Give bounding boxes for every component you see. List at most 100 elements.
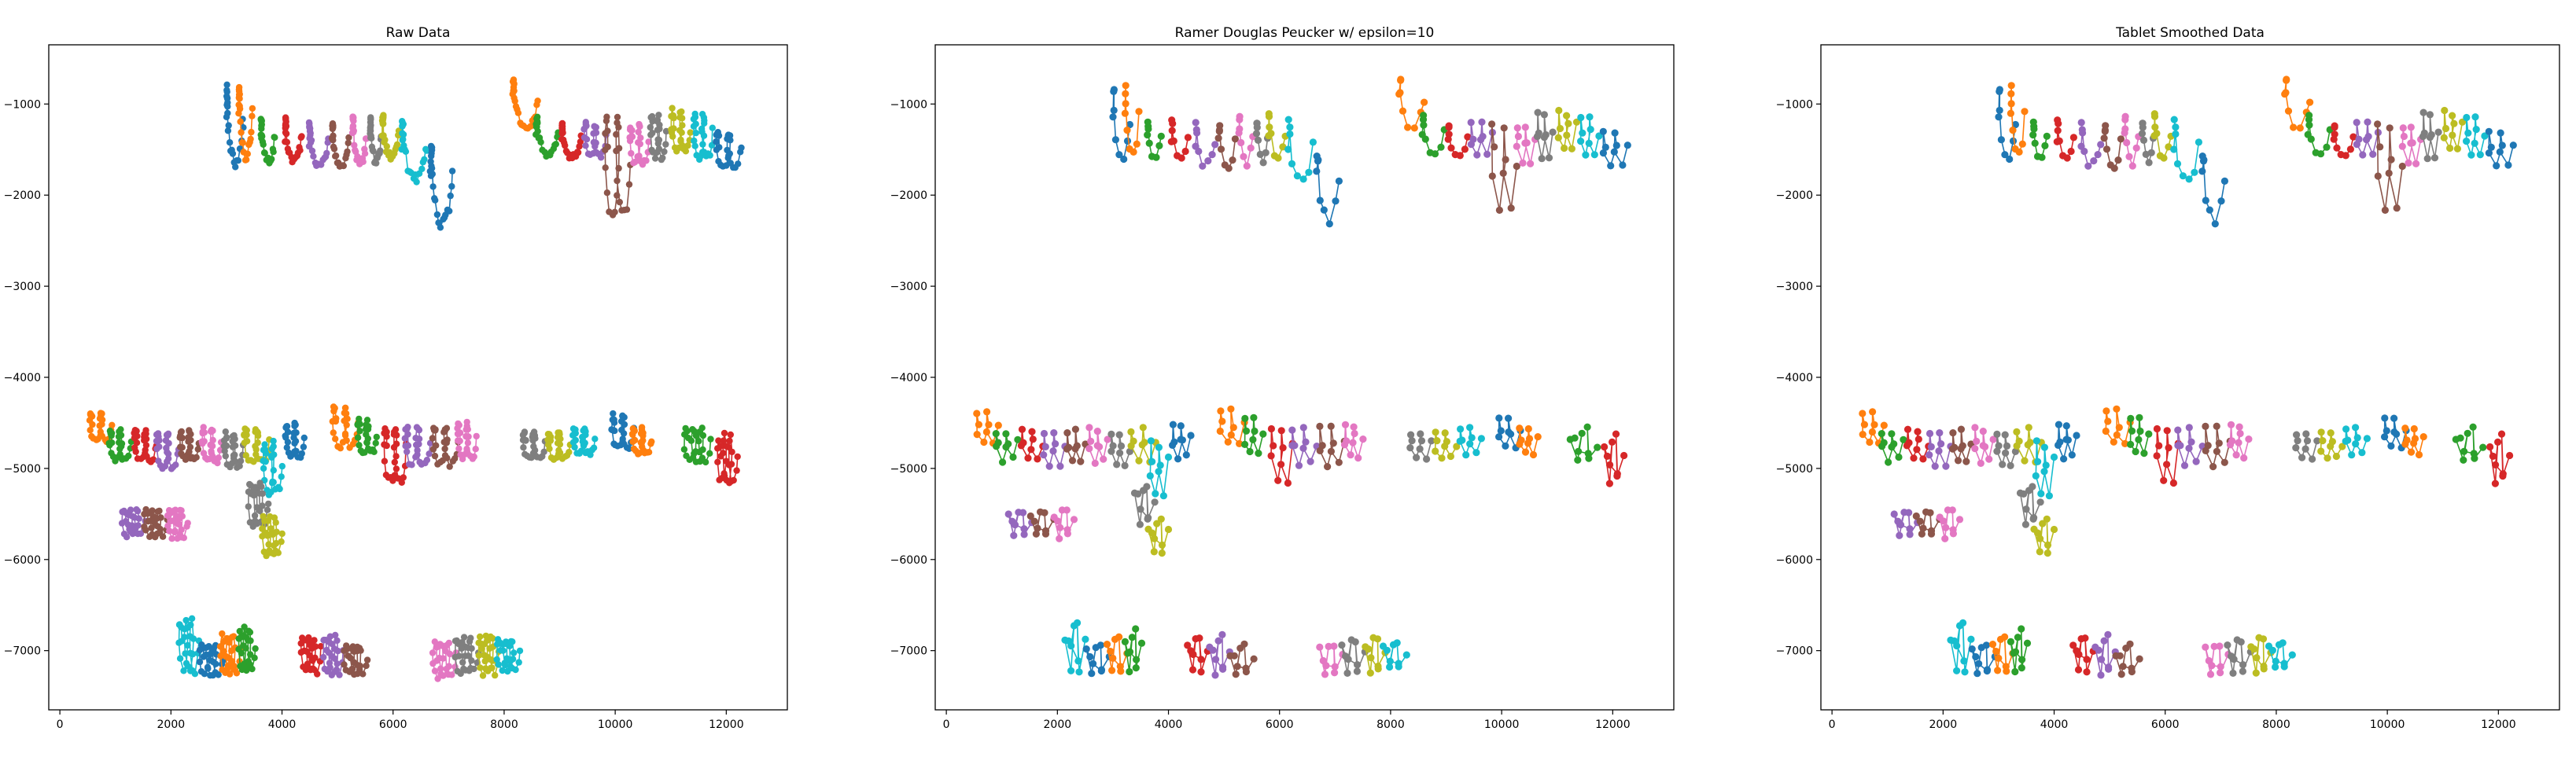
stroke-series — [2150, 110, 2175, 162]
x-tick-label: 8000 — [1376, 718, 1405, 731]
stroke-point — [1212, 656, 1220, 663]
stroke-point — [2174, 442, 2182, 450]
stroke-point — [345, 139, 352, 147]
stroke-point — [1453, 443, 1461, 450]
stroke-point — [534, 119, 541, 127]
stroke-point — [464, 439, 472, 446]
stroke-point — [1214, 134, 1222, 142]
y-tick-label: −3000 — [890, 281, 927, 293]
stroke-point — [2043, 132, 2051, 140]
stroke-point — [1997, 136, 2005, 144]
stroke-point — [540, 448, 547, 455]
stroke-point — [654, 118, 661, 125]
stroke-point — [1299, 424, 1307, 432]
stroke-series — [992, 430, 1022, 466]
stroke-point — [2069, 134, 2077, 141]
stroke-point — [429, 183, 437, 190]
stroke-point — [1063, 506, 1071, 514]
stroke-point — [2074, 666, 2083, 674]
stroke-point — [2426, 111, 2434, 119]
stroke-point — [2358, 449, 2366, 457]
stroke-point — [2125, 153, 2133, 160]
stroke-point — [695, 438, 702, 445]
stroke-point — [1169, 441, 1177, 450]
stroke-point — [440, 439, 448, 446]
stroke-point — [2030, 123, 2038, 130]
stroke-series — [2463, 113, 2489, 159]
stroke-series — [1948, 425, 1975, 465]
stroke-series — [1554, 106, 1581, 153]
stroke-point — [1343, 669, 1351, 678]
stroke-point — [2016, 489, 2025, 497]
stroke-point — [323, 149, 330, 157]
stroke-point — [329, 125, 336, 133]
stroke-point — [1347, 451, 1354, 459]
stroke-point — [2018, 140, 2026, 148]
stroke-point — [2504, 161, 2512, 169]
panel-tablet-smoothed: Tablet Smoothed Data 0 2000 4000 6000 8000 10… — [1776, 25, 2560, 731]
stroke-point — [1491, 143, 1498, 151]
stroke-point — [443, 665, 450, 673]
stroke-point — [2398, 142, 2406, 150]
stroke-point — [2346, 145, 2354, 153]
stroke-point — [2202, 197, 2209, 204]
stroke-point — [1032, 530, 1040, 538]
stroke-point — [2210, 642, 2218, 651]
stroke-point — [229, 443, 237, 450]
stroke-point — [298, 450, 305, 458]
x-tick-label: 6000 — [1266, 718, 1294, 731]
stroke-point — [727, 431, 734, 439]
stroke-point — [616, 198, 623, 206]
stroke-point — [2509, 141, 2517, 149]
stroke-point — [1018, 425, 1026, 433]
stroke-point — [2410, 424, 2418, 433]
stroke-point — [1868, 428, 1876, 436]
stroke-point — [1959, 619, 1967, 627]
stroke-point — [1169, 421, 1177, 428]
stroke-series — [2153, 424, 2182, 487]
axes-frame — [934, 44, 1675, 711]
stroke-point — [2050, 453, 2058, 461]
stroke-point — [330, 645, 338, 652]
stroke-point — [2139, 136, 2148, 144]
stroke-series — [1467, 118, 1496, 159]
stroke-point — [2292, 444, 2300, 452]
stroke-point — [236, 105, 244, 112]
stroke-series — [1121, 625, 1146, 676]
stroke-point — [511, 97, 518, 105]
stroke-point — [1041, 443, 1049, 451]
stroke-point — [2001, 151, 2009, 159]
stroke-series — [1993, 430, 2019, 470]
stroke-point — [655, 112, 662, 119]
stroke-point — [613, 130, 620, 138]
stroke-point — [300, 443, 308, 450]
stroke-point — [559, 129, 566, 137]
stroke-series — [602, 113, 634, 219]
stroke-point — [1423, 455, 1431, 463]
stroke-point — [2128, 162, 2136, 170]
stroke-point — [1253, 123, 1261, 131]
stroke-point — [512, 666, 519, 674]
stroke-point — [1093, 428, 1101, 435]
stroke-point — [359, 671, 367, 678]
stroke-point — [2172, 123, 2180, 131]
stroke-point — [2153, 130, 2161, 138]
stroke-point — [510, 87, 517, 95]
stroke-point — [1447, 144, 1455, 152]
stroke-point — [2410, 439, 2418, 447]
stroke-point — [720, 437, 728, 444]
stroke-point — [220, 648, 227, 655]
stroke-point — [1955, 516, 1964, 524]
stroke-point — [2452, 435, 2460, 443]
stroke-point — [367, 116, 374, 123]
stroke-point — [1325, 642, 1332, 651]
stroke-point — [1521, 139, 1529, 147]
stroke-point — [1947, 636, 1955, 644]
stroke-point — [1935, 447, 1943, 455]
stroke-point — [259, 133, 266, 140]
stroke-point — [1136, 520, 1144, 528]
stroke-point — [1497, 427, 1505, 435]
stroke-point — [153, 431, 160, 439]
stroke-point — [1139, 424, 1147, 432]
stroke-point — [2110, 438, 2117, 446]
